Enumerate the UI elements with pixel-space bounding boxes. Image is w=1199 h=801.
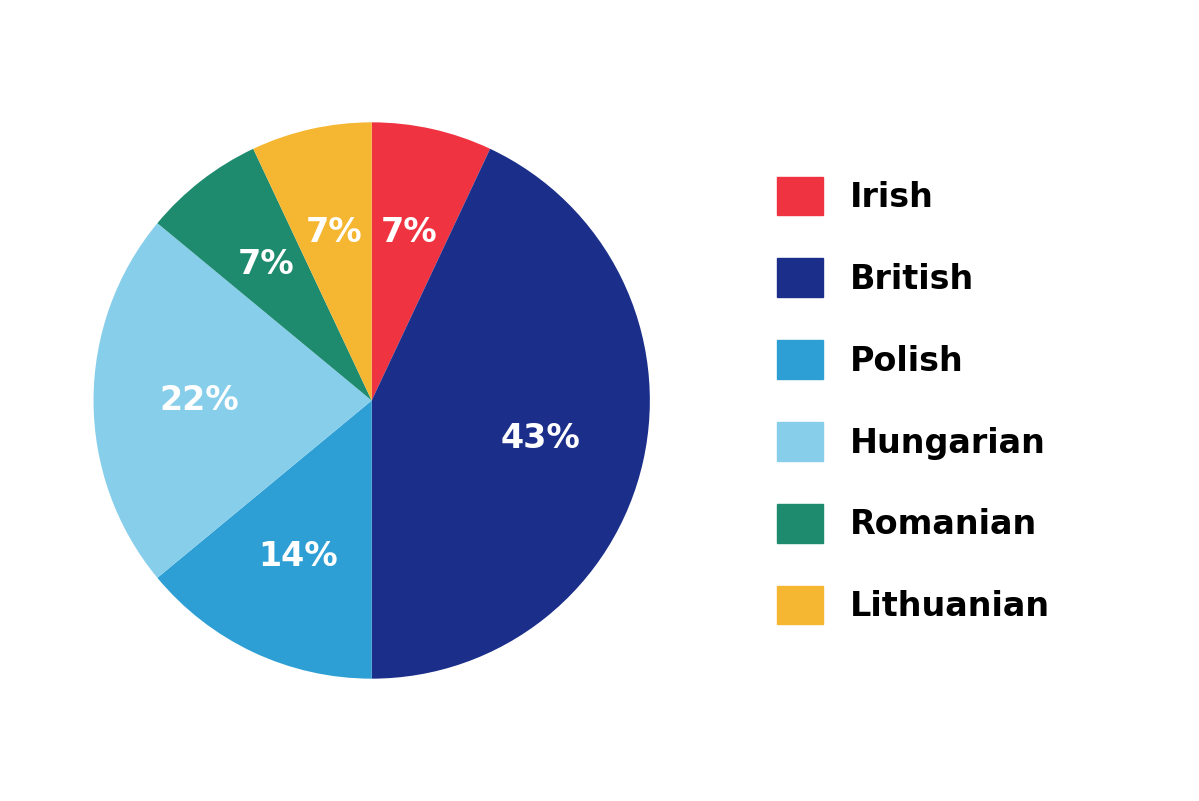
Wedge shape <box>372 149 650 678</box>
Wedge shape <box>253 123 372 400</box>
Text: 7%: 7% <box>237 248 294 280</box>
Text: 7%: 7% <box>381 215 438 248</box>
Text: 22%: 22% <box>159 384 239 417</box>
Wedge shape <box>372 123 490 400</box>
Text: 7%: 7% <box>306 215 362 248</box>
Wedge shape <box>157 149 372 400</box>
Legend: Irish, British, Polish, Hungarian, Romanian, Lithuanian: Irish, British, Polish, Hungarian, Roman… <box>760 160 1067 641</box>
Text: 14%: 14% <box>259 540 338 573</box>
Wedge shape <box>157 400 372 678</box>
Wedge shape <box>94 223 372 578</box>
Text: 43%: 43% <box>500 421 580 455</box>
